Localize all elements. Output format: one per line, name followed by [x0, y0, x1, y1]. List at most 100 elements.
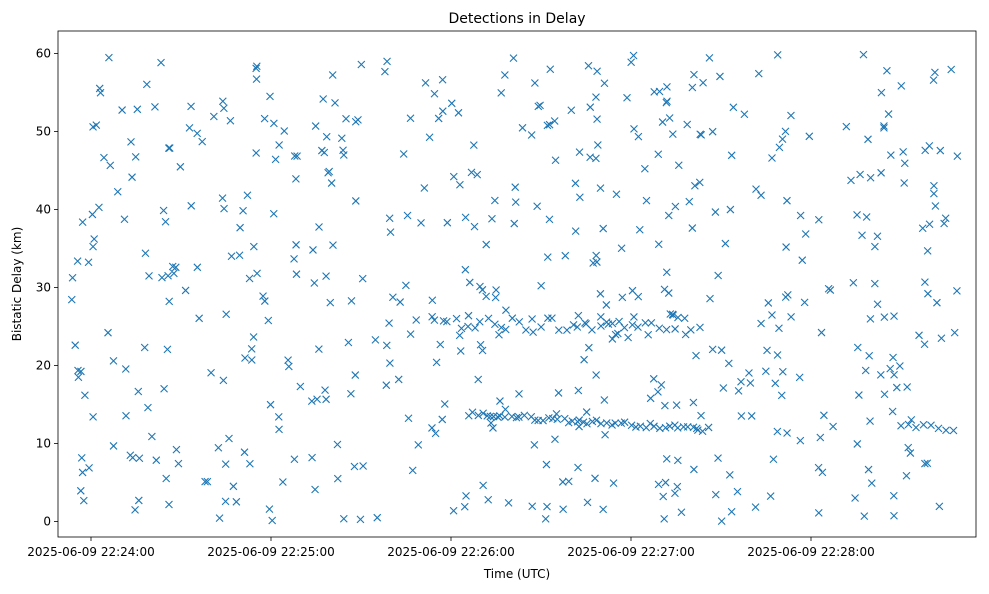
data-point [873, 232, 882, 241]
data-point [647, 318, 656, 327]
data-point [467, 168, 476, 177]
data-point [326, 298, 335, 307]
data-point [584, 343, 593, 352]
data-point [436, 340, 445, 349]
chart-title: Detections in Delay [448, 11, 585, 27]
data-point [588, 326, 596, 334]
data-point [745, 369, 753, 377]
data-point [235, 251, 244, 260]
data-point [181, 286, 190, 295]
data-point [333, 474, 342, 483]
data-point [221, 460, 230, 469]
data-point [434, 114, 443, 123]
data-point [430, 316, 439, 325]
data-point [629, 51, 638, 60]
data-point [602, 318, 611, 327]
data-point [783, 291, 792, 299]
data-point [727, 507, 736, 516]
data-point [782, 243, 790, 251]
data-point [417, 218, 425, 227]
data-point [775, 143, 784, 152]
data-point [861, 366, 870, 375]
data-point [269, 119, 278, 128]
data-point [122, 411, 130, 420]
data-point [783, 196, 791, 205]
data-point [89, 242, 97, 251]
data-point [873, 300, 882, 309]
data-point [800, 298, 809, 307]
data-point [84, 258, 93, 267]
data-point [109, 442, 118, 450]
data-point [489, 424, 497, 432]
data-point [773, 351, 782, 359]
data-point [293, 152, 301, 161]
data-point [950, 328, 959, 337]
data-point [271, 155, 280, 164]
data-point [672, 401, 681, 410]
data-point [574, 463, 582, 472]
data-point [889, 353, 897, 362]
data-point [768, 311, 776, 319]
data-point [923, 246, 932, 255]
data-point [382, 341, 391, 350]
data-point [292, 240, 300, 249]
data-point [876, 370, 885, 379]
data-point [814, 463, 823, 472]
data-point [222, 310, 231, 319]
data-point [359, 462, 368, 470]
data-point [871, 242, 879, 251]
data-point [421, 79, 430, 87]
data-point [886, 364, 895, 373]
data-point [554, 389, 563, 397]
data-point [543, 502, 551, 511]
data-point [488, 214, 496, 223]
data-point [853, 343, 862, 352]
data-point [386, 228, 395, 236]
data-point [464, 311, 473, 320]
data-point [500, 413, 509, 422]
data-point [698, 427, 707, 436]
data-point [219, 376, 228, 385]
data-point [77, 367, 85, 376]
data-point [464, 322, 472, 331]
data-point [692, 351, 700, 360]
data-point [729, 103, 738, 112]
data-point [934, 424, 943, 433]
data-point [654, 150, 663, 159]
data-point [358, 274, 367, 283]
data-point [646, 394, 655, 403]
data-point [634, 132, 643, 141]
data-point [671, 325, 679, 333]
data-point [185, 123, 194, 132]
data-point [90, 235, 99, 243]
data-point [929, 189, 938, 198]
data-point [508, 412, 516, 421]
data-point [662, 455, 671, 463]
data-point [907, 416, 916, 424]
data-point [659, 492, 668, 501]
data-point [685, 197, 694, 206]
x-tick-label: 2025-06-09 22:25:00 [207, 545, 334, 559]
data-point [717, 517, 726, 525]
data-point [460, 502, 469, 511]
data-point [311, 485, 319, 494]
data-point [461, 213, 470, 222]
data-point [554, 326, 563, 335]
data-point [859, 50, 868, 59]
data-point [568, 417, 577, 425]
data-point [900, 159, 909, 168]
data-point [73, 257, 82, 266]
data-point [203, 477, 212, 486]
data-point [816, 433, 825, 442]
data-point [906, 449, 915, 457]
data-point [851, 494, 859, 502]
data-point [241, 354, 249, 362]
data-point [382, 381, 391, 390]
data-point [814, 215, 823, 224]
data-point [351, 117, 360, 126]
data-point [921, 146, 930, 155]
data-point [727, 151, 736, 160]
data-point [696, 323, 704, 332]
data-point [502, 306, 510, 315]
data-point [642, 196, 651, 205]
